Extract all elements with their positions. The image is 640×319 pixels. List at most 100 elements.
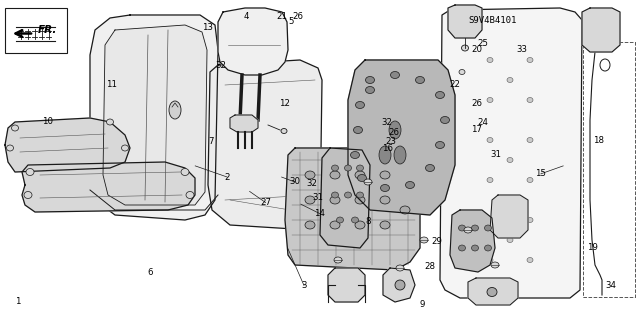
Text: 16: 16 (381, 144, 393, 153)
Ellipse shape (458, 225, 465, 231)
Ellipse shape (461, 45, 468, 51)
Ellipse shape (358, 174, 367, 182)
Polygon shape (103, 25, 207, 205)
Ellipse shape (330, 171, 340, 179)
Text: 22: 22 (449, 80, 460, 89)
Text: 23: 23 (385, 137, 396, 146)
Ellipse shape (351, 152, 360, 159)
Ellipse shape (459, 70, 465, 75)
Ellipse shape (435, 92, 445, 99)
Ellipse shape (395, 280, 405, 290)
Text: FR.: FR. (38, 26, 58, 35)
Text: 13: 13 (202, 23, 214, 32)
Text: 26: 26 (471, 99, 483, 108)
Ellipse shape (332, 192, 339, 198)
Text: S9V4B4101: S9V4B4101 (468, 16, 517, 25)
Text: 26: 26 (388, 128, 399, 137)
Ellipse shape (389, 121, 401, 139)
Text: 26: 26 (292, 12, 303, 21)
Ellipse shape (379, 146, 391, 164)
Ellipse shape (527, 57, 533, 63)
Text: 32: 32 (215, 61, 227, 70)
Text: 28: 28 (424, 262, 436, 271)
Ellipse shape (527, 218, 533, 222)
Ellipse shape (484, 245, 492, 251)
Ellipse shape (487, 57, 493, 63)
Ellipse shape (527, 98, 533, 102)
Text: 7: 7 (209, 137, 214, 146)
Polygon shape (582, 8, 620, 52)
Text: 17: 17 (471, 125, 483, 134)
Ellipse shape (364, 179, 372, 185)
Ellipse shape (458, 245, 465, 251)
Ellipse shape (440, 116, 449, 123)
Text: 32: 32 (381, 118, 393, 127)
Ellipse shape (420, 237, 428, 243)
Ellipse shape (351, 217, 358, 223)
Ellipse shape (491, 262, 499, 268)
Polygon shape (5, 118, 130, 172)
Ellipse shape (527, 137, 533, 143)
Ellipse shape (330, 196, 340, 204)
Ellipse shape (337, 217, 344, 223)
Ellipse shape (380, 221, 390, 229)
Ellipse shape (353, 127, 362, 133)
Text: 29: 29 (431, 237, 442, 246)
Ellipse shape (400, 206, 410, 214)
Polygon shape (90, 15, 218, 220)
Text: 10: 10 (42, 117, 54, 126)
Ellipse shape (12, 125, 19, 131)
Ellipse shape (305, 171, 315, 179)
Bar (583, 42, 635, 297)
Ellipse shape (487, 218, 493, 222)
Ellipse shape (281, 129, 287, 133)
Text: 27: 27 (260, 198, 271, 207)
Ellipse shape (344, 192, 351, 198)
Ellipse shape (426, 165, 435, 172)
Ellipse shape (356, 165, 364, 171)
Polygon shape (440, 8, 582, 298)
Text: 12: 12 (279, 99, 291, 108)
Ellipse shape (527, 257, 533, 263)
Text: 15: 15 (535, 169, 547, 178)
Ellipse shape (507, 78, 513, 83)
Ellipse shape (487, 137, 493, 143)
Ellipse shape (305, 196, 315, 204)
Ellipse shape (435, 142, 445, 149)
Bar (5, 8, 67, 53)
Polygon shape (383, 268, 415, 302)
Polygon shape (208, 60, 322, 230)
Ellipse shape (394, 146, 406, 164)
Ellipse shape (380, 171, 390, 179)
Ellipse shape (330, 221, 340, 229)
Text: 5: 5 (289, 17, 294, 26)
Text: 6: 6 (148, 268, 153, 277)
Ellipse shape (365, 77, 374, 84)
Polygon shape (320, 148, 370, 248)
Ellipse shape (381, 184, 390, 191)
Ellipse shape (355, 196, 365, 204)
Text: 1: 1 (15, 297, 20, 306)
Polygon shape (448, 5, 482, 38)
Text: 3: 3 (301, 281, 307, 290)
Text: 32: 32 (307, 179, 318, 188)
Ellipse shape (365, 86, 374, 93)
Text: 34: 34 (605, 281, 617, 290)
Ellipse shape (169, 101, 181, 119)
Text: 33: 33 (516, 45, 527, 54)
Text: 30: 30 (289, 177, 300, 186)
Text: 11: 11 (106, 80, 118, 89)
Ellipse shape (356, 192, 364, 198)
Ellipse shape (24, 191, 32, 198)
Text: 24: 24 (477, 118, 489, 127)
Ellipse shape (487, 98, 493, 102)
Text: 14: 14 (314, 209, 326, 218)
Text: 19: 19 (587, 243, 597, 252)
Ellipse shape (186, 191, 194, 198)
Text: 25: 25 (477, 39, 489, 48)
Ellipse shape (355, 171, 365, 179)
Polygon shape (218, 8, 288, 75)
Text: 31: 31 (312, 193, 324, 202)
Ellipse shape (122, 145, 129, 151)
Ellipse shape (380, 196, 390, 204)
